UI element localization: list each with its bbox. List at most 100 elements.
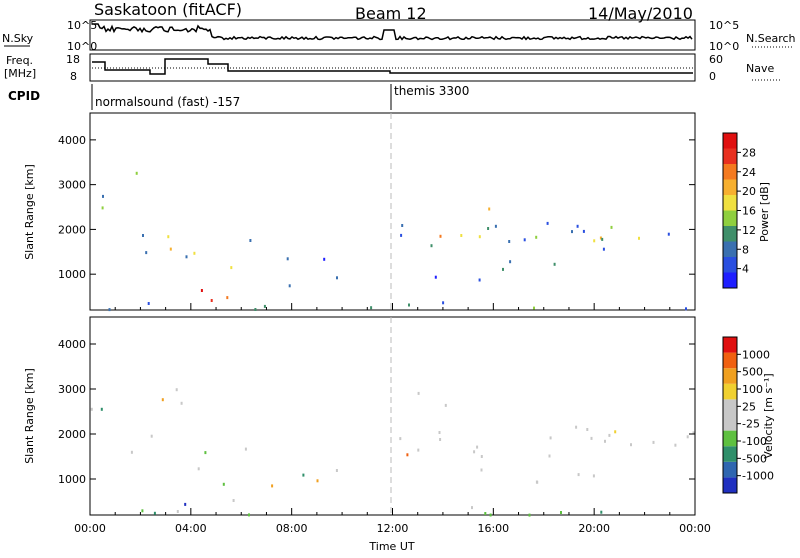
range-gate-cell xyxy=(244,447,247,451)
range-gate-cell xyxy=(476,445,479,449)
range-gate-cell xyxy=(430,244,433,248)
y-tick-label: 2000 xyxy=(58,428,86,441)
range-gate-cell xyxy=(473,450,476,454)
range-gate-cell xyxy=(604,439,606,443)
power-colorbar-label: Power [dB] xyxy=(758,182,771,242)
range-gate-cell xyxy=(536,480,539,484)
range-gate-cell xyxy=(417,391,420,395)
range-gate-cell xyxy=(478,235,481,239)
range-gate-cell xyxy=(523,238,526,242)
range-gate-cell xyxy=(254,308,257,311)
colorbar-segment xyxy=(723,148,737,164)
colorbar-segment xyxy=(723,461,737,478)
range-gate-cell xyxy=(204,451,207,455)
velocity-panel: 1000 2000 3000 4000 00:00 04:00 08:00 12:00 16:… xyxy=(23,316,775,535)
range-gate-cell xyxy=(400,233,403,237)
range-gate-cell xyxy=(471,506,473,510)
range-gate-cell xyxy=(142,234,144,237)
freq-left-label-top: Freq. xyxy=(6,54,33,67)
range-gate-cell xyxy=(135,171,138,175)
range-gate-cell xyxy=(180,401,183,405)
range-gate-cell xyxy=(175,388,178,392)
range-gate-cell xyxy=(509,260,512,264)
range-gate-cell xyxy=(614,430,617,434)
range-gate-cell xyxy=(560,511,562,514)
range-gate-cell xyxy=(226,296,229,300)
range-gate-cell xyxy=(590,436,593,440)
range-gate-cell xyxy=(601,237,604,241)
range-gate-cell xyxy=(100,407,103,411)
range-gate-cell xyxy=(576,224,579,228)
range-gate-cell xyxy=(686,435,689,439)
range-gate-cell xyxy=(141,509,144,513)
noise-sky-series xyxy=(92,23,693,41)
range-gate-cell xyxy=(582,229,585,233)
range-gate-cell xyxy=(489,513,492,517)
colorbar-tick-label: 4 xyxy=(742,263,749,276)
colorbar-tick-label: -100 xyxy=(742,435,767,448)
colorbar-tick-label: -25 xyxy=(742,418,760,431)
range-gate-cell xyxy=(667,232,670,236)
range-gate-cell xyxy=(200,289,203,292)
colorbar-tick-label: 25 xyxy=(742,400,756,413)
range-gate-cell xyxy=(549,436,552,440)
range-gate-cell xyxy=(184,502,187,506)
range-gate-cell xyxy=(442,301,445,305)
range-gate-cell xyxy=(399,437,402,441)
cpid-segment-1: themis 3300 xyxy=(394,84,469,98)
colorbar-segment xyxy=(723,257,737,273)
colorbar-segment xyxy=(723,368,737,384)
range-gate-cell xyxy=(108,308,111,312)
y-tick-label: 1000 xyxy=(58,473,86,486)
range-gate-cell xyxy=(599,236,602,240)
range-gate-cell xyxy=(248,513,250,517)
range-gate-cell xyxy=(263,304,266,308)
colorbar-tick-label: 8 xyxy=(742,243,749,256)
x-tick-label: 04:00 xyxy=(175,522,207,535)
colorbar-segment xyxy=(723,352,737,369)
range-gate-cell xyxy=(592,474,595,478)
colorbar-segment xyxy=(723,337,737,353)
range-gate-cell xyxy=(434,275,437,279)
colorbar-tick-label: 100 xyxy=(742,383,763,396)
range-gate-cell xyxy=(197,467,200,471)
range-gate-cell xyxy=(147,302,150,305)
range-gate-cell xyxy=(145,251,148,255)
range-gate-cell xyxy=(323,257,326,261)
range-gate-cell xyxy=(370,306,373,310)
beam-title: Beam 12 xyxy=(355,4,427,23)
colorbar-segment xyxy=(723,272,737,288)
range-gate-cell xyxy=(487,227,490,230)
range-gate-cell xyxy=(232,499,235,502)
colorbar-segment xyxy=(723,179,737,195)
range-gate-cell xyxy=(439,234,442,238)
cpid-label: CPID xyxy=(8,89,40,103)
velocity-ylabel: Slant Range [km] xyxy=(23,368,36,464)
power-panel-frame xyxy=(89,112,696,311)
range-gate-cell xyxy=(169,247,172,251)
range-gate-cell xyxy=(286,257,289,261)
colorbar-tick-label: 1000 xyxy=(742,348,770,361)
range-gate-cell xyxy=(161,398,164,402)
velocity-x-ticks: 00:00 04:00 08:00 12:00 16:00 20:00 00:00 xyxy=(74,508,711,535)
x-tick-label: 00:00 xyxy=(74,522,106,535)
freq-panel-frame xyxy=(89,53,696,82)
velocity-y-ticks: 1000 2000 3000 4000 xyxy=(58,338,695,486)
x-tick-label: 08:00 xyxy=(276,522,308,535)
x-tick-label: 12:00 xyxy=(377,522,409,535)
freq-right-label: Nave xyxy=(746,62,774,75)
range-gate-cell xyxy=(692,431,695,435)
range-gate-cell xyxy=(230,266,233,270)
colorbar-segment xyxy=(723,415,737,431)
colorbar-segment xyxy=(723,241,737,257)
freq-panel: Freq. [MHz] 18 8 60 0 Nave xyxy=(4,53,780,83)
time-axis-label: Time UT xyxy=(368,540,414,553)
velocity-colorbar-label: Velocity [m s⁻¹] xyxy=(762,373,775,458)
colorbar-tick-label: 500 xyxy=(742,366,763,379)
range-gate-cell xyxy=(478,278,481,282)
y-tick-label: 4000 xyxy=(58,338,86,351)
y-tick-label: 4000 xyxy=(58,134,86,147)
x-tick-label: 16:00 xyxy=(477,522,509,535)
colorbar-segment xyxy=(723,430,737,447)
colorbar-segment xyxy=(723,383,737,400)
